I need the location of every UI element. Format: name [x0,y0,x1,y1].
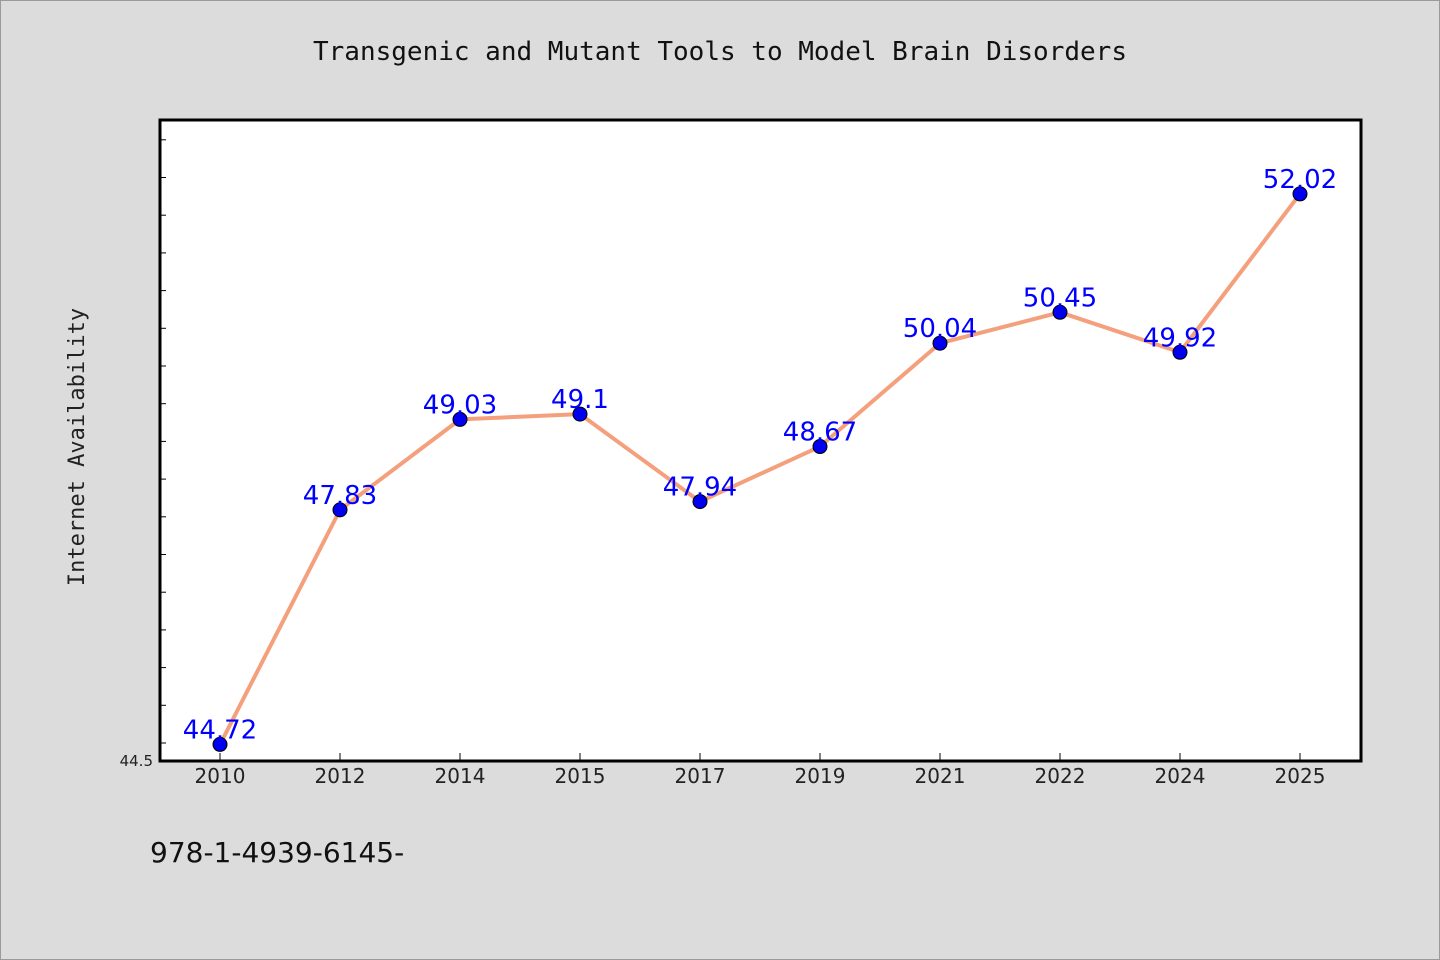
data-point [812,439,828,455]
y-tick-label-min: 44.5 [120,752,153,770]
isbn-footer: 978-1-4939-6145- [150,836,404,869]
data-point [452,411,468,427]
data-point [1052,304,1068,320]
data-label: 50.04 [903,314,977,344]
x-tick-label: 2012 [315,764,366,788]
data-point [1172,344,1188,360]
x-tick-label: 2021 [915,764,966,788]
data-point [932,335,948,351]
series-layer: 44.72 47.83 49.03 49.1 47.94 48.67 50.04 50.45 4… [183,165,1337,752]
plot-area [158,118,1363,763]
data-point [572,406,588,422]
data-label: 47.94 [663,473,737,503]
y-axis-label: Internet Availability [65,308,90,586]
x-tick-label: 2014 [435,764,486,788]
x-tick-label: 2017 [675,764,726,788]
data-label: 47.83 [303,481,377,511]
x-tick-label: 2019 [795,764,846,788]
data-point [692,494,708,510]
x-tick-label: 2010 [195,764,246,788]
x-tick-label: 2025 [1275,764,1326,788]
data-label: 44.72 [183,715,257,745]
data-point [1292,186,1308,202]
x-axis: 2010 2012 2014 2015 2017 2019 2021 2022 2024 2025 [195,753,1326,788]
data-label: 49.1 [551,385,609,415]
y-axis-ticks [160,139,166,744]
x-tick-label: 2022 [1035,764,1086,788]
chart-title: Transgenic and Mutant Tools to Model Bra… [313,37,1127,67]
series-line [218,192,1302,746]
data-label: 50.45 [1023,283,1097,313]
data-point [212,736,228,752]
x-tick-label: 2015 [555,764,606,788]
x-tick-label: 2024 [1155,764,1206,788]
data-label: 49.92 [1143,323,1217,353]
data-label: 49.03 [423,390,497,420]
data-point [332,502,348,518]
data-label: 48.67 [783,418,857,448]
data-label: 52.02 [1263,165,1337,195]
